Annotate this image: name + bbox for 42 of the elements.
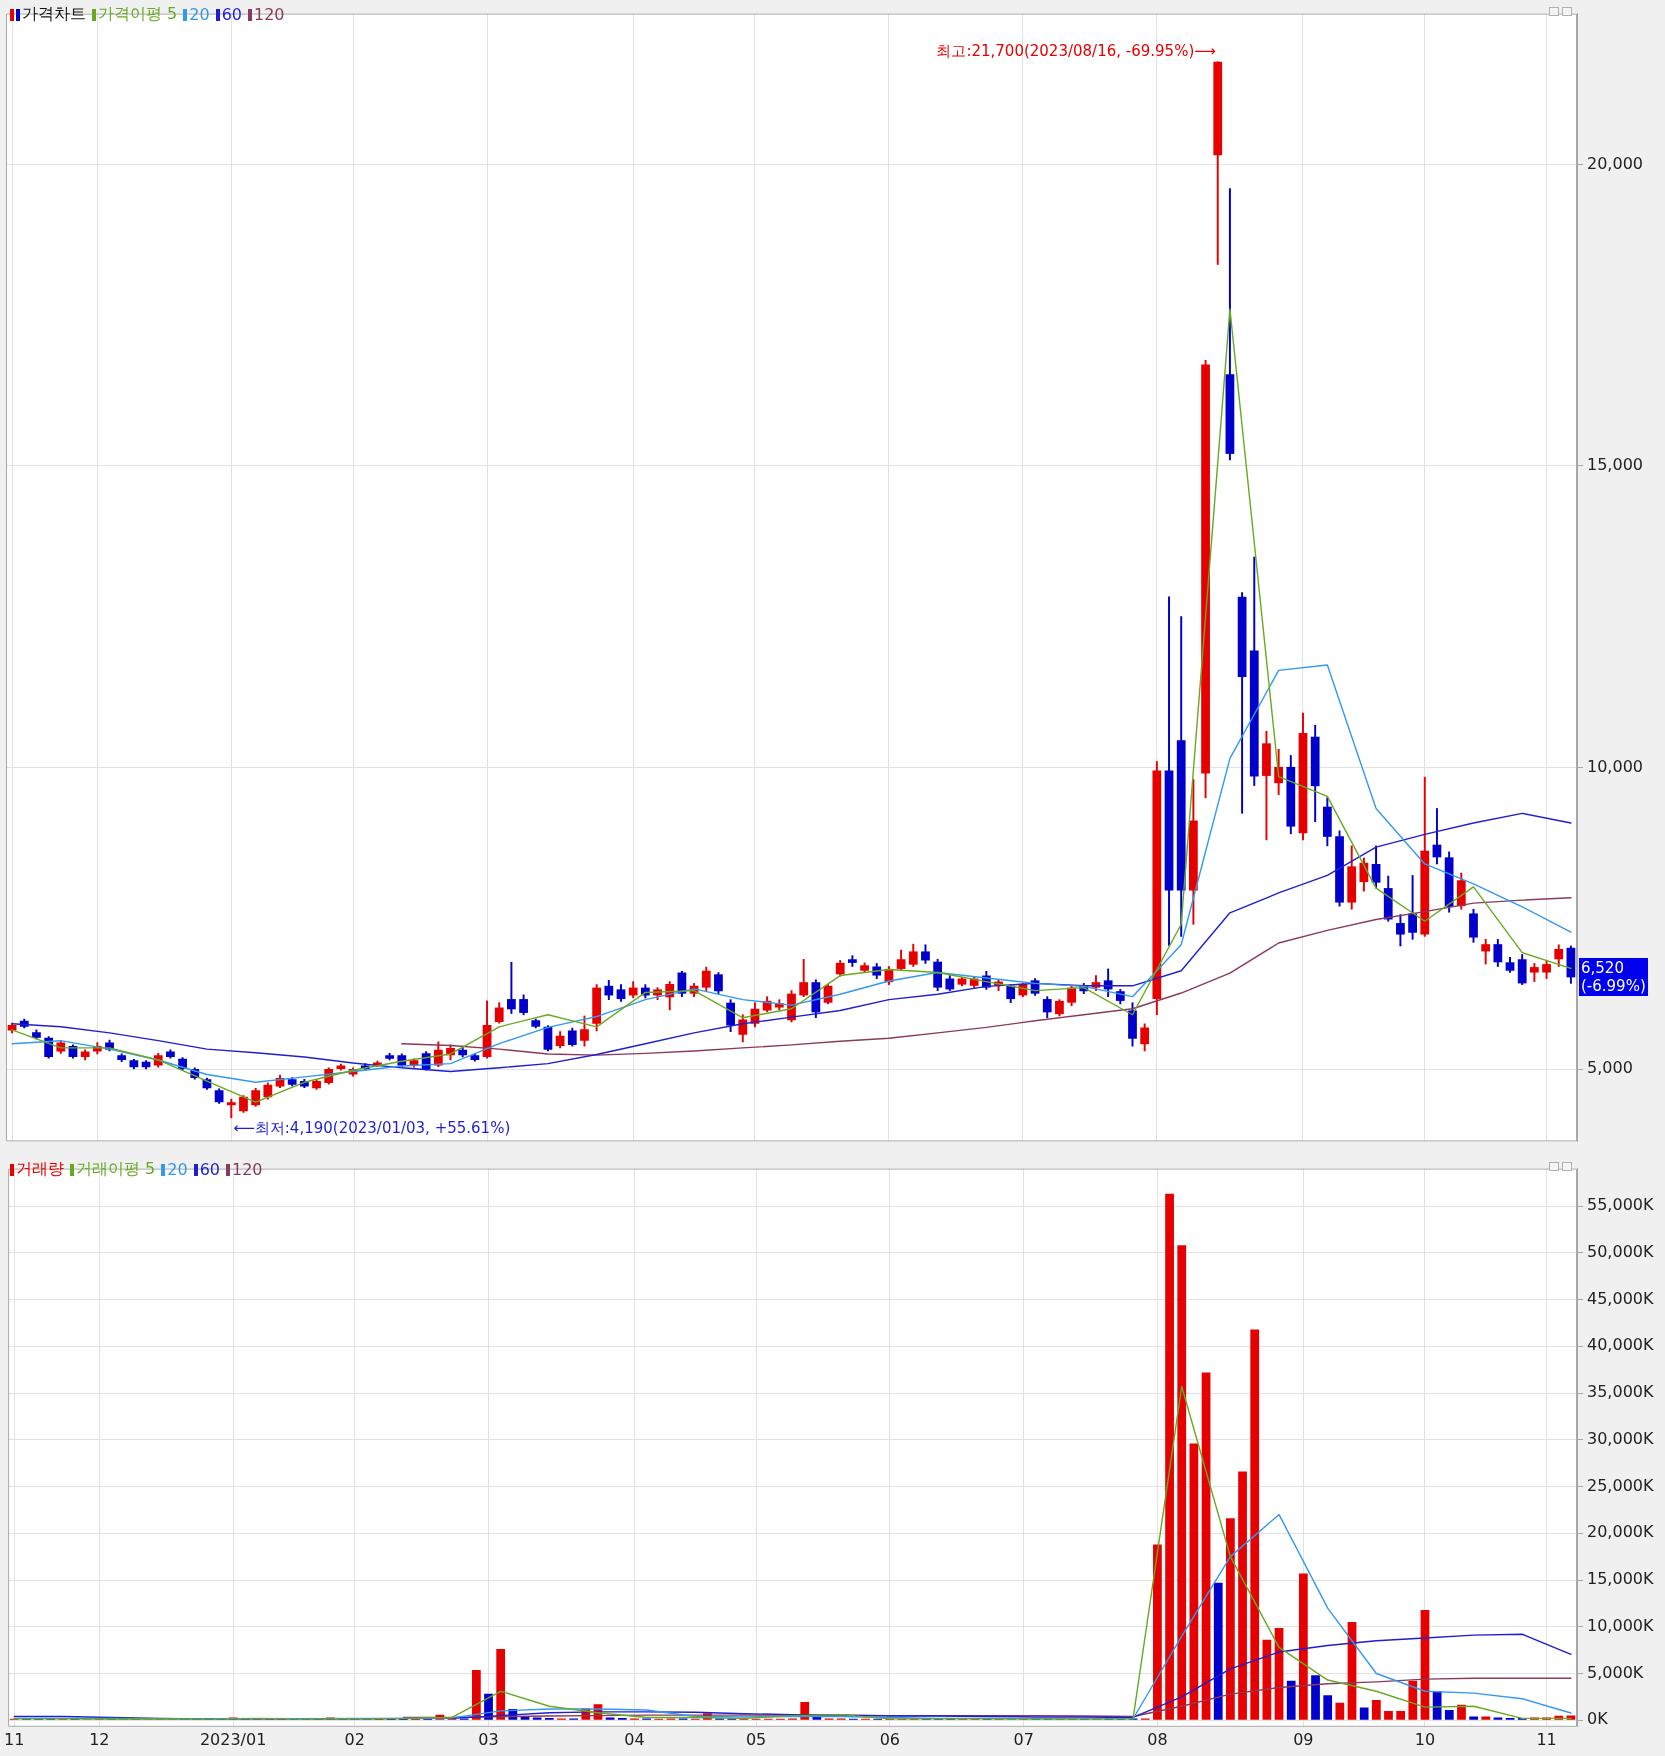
x-tick-label: 2023/01 <box>199 1729 267 1749</box>
y-tick-label: 10,000 <box>1587 756 1643 776</box>
y-tick-label: 5,000K <box>1587 1662 1644 1682</box>
legend-label: 가격차트 <box>22 4 86 25</box>
legend-label: 거래량 <box>16 1159 64 1180</box>
y-tick-label: 5,000 <box>1587 1058 1633 1078</box>
y-tick-label: 30,000K <box>1587 1428 1654 1448</box>
x-tick-label: 03 <box>478 1729 499 1749</box>
legend-label: 120 <box>253 5 285 24</box>
legend-label: 가격이평 5 <box>98 4 178 25</box>
x-tick-label: 04 <box>624 1729 645 1749</box>
text: 6,520 (-6.99%) <box>1579 958 1648 997</box>
x-tick-label: 05 <box>745 1729 767 1749</box>
x-tick-label: 09 <box>1293 1729 1314 1749</box>
y-tick-label: 45,000K <box>1587 1288 1654 1308</box>
legend-label: 거래이평 5 <box>76 1159 156 1180</box>
legend-label: 60 <box>221 5 242 24</box>
legend-label: 20 <box>189 5 210 24</box>
x-tick-label: 07 <box>1013 1729 1034 1749</box>
y-tick-label: 55,000K <box>1587 1195 1654 1215</box>
y-tick-label: 20,000K <box>1587 1522 1654 1542</box>
annotation: ⟵최저:4,190(2023/01/03, +55.61%) <box>233 1118 511 1137</box>
y-tick-label: 10,000K <box>1587 1615 1654 1635</box>
x-tick-label: 02 <box>344 1729 365 1749</box>
x-tick-label: 10 <box>1414 1729 1436 1749</box>
legend-label: 20 <box>167 1160 188 1179</box>
x-tick-label: 12 <box>89 1729 110 1749</box>
x-tick-label: 11 <box>4 1729 25 1749</box>
y-tick-label: 15,000 <box>1587 455 1643 475</box>
y-tick-label: 40,000K <box>1587 1335 1654 1355</box>
x-tick-label: 11 <box>1536 1729 1557 1749</box>
legend-label: 120 <box>231 1160 263 1179</box>
y-tick-label: 25,000K <box>1587 1475 1654 1495</box>
y-tick-label: 20,000 <box>1587 153 1643 173</box>
y-tick-label: 0K <box>1587 1709 1609 1729</box>
y-tick-label: 35,000K <box>1587 1382 1654 1402</box>
x-tick-label: 08 <box>1147 1729 1168 1749</box>
legend-label: 60 <box>199 1160 220 1179</box>
annotation: 최고:21,700(2023/08/16, -69.95%)⟶ <box>936 41 1216 60</box>
y-tick-label: 15,000K <box>1587 1569 1654 1589</box>
x-tick-label: 06 <box>879 1729 901 1749</box>
y-tick-label: 50,000K <box>1587 1241 1654 1261</box>
